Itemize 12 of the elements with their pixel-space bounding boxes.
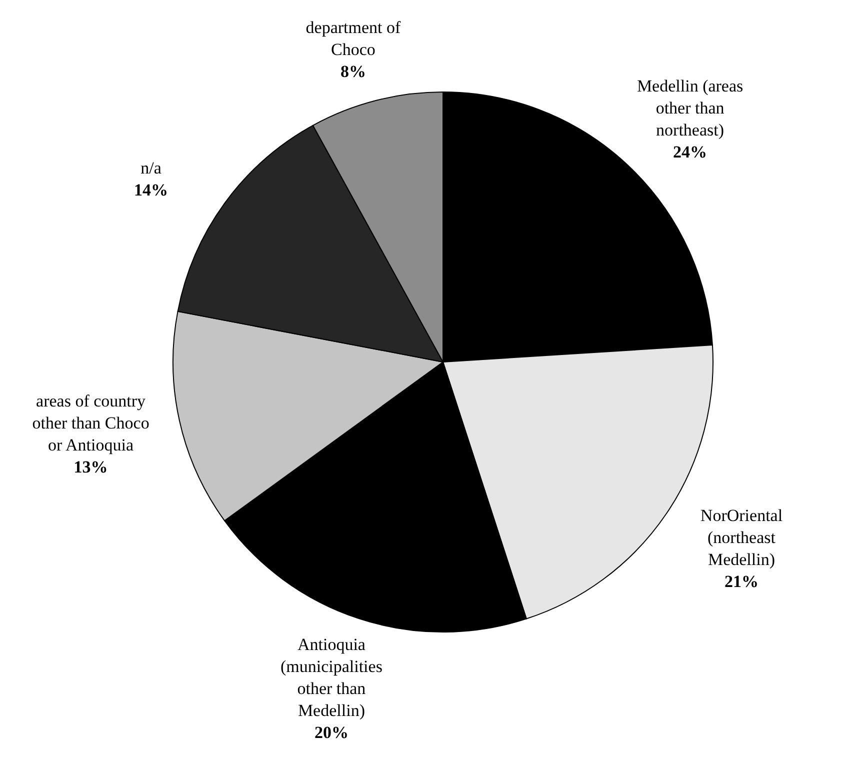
slice-label: n/a — [140, 158, 162, 178]
data-label: 14% — [134, 180, 168, 200]
slice-label: department of Choco — [306, 18, 402, 60]
slice-label: areas of country other than Choco or Antioquia — [32, 392, 150, 455]
slice-label: NorOriental (northeast Medellin) — [700, 506, 783, 570]
data-label: 13% — [74, 458, 108, 477]
data-label: 8% — [340, 62, 366, 82]
data-label: 20% — [314, 723, 348, 742]
data-label: 24% — [673, 142, 708, 162]
slice-label: Medellin (areas other than northeast) — [636, 76, 744, 140]
data-label: 21% — [724, 572, 758, 592]
slice-label: Antioquia (municipalities other than Medellin) — [280, 635, 382, 720]
